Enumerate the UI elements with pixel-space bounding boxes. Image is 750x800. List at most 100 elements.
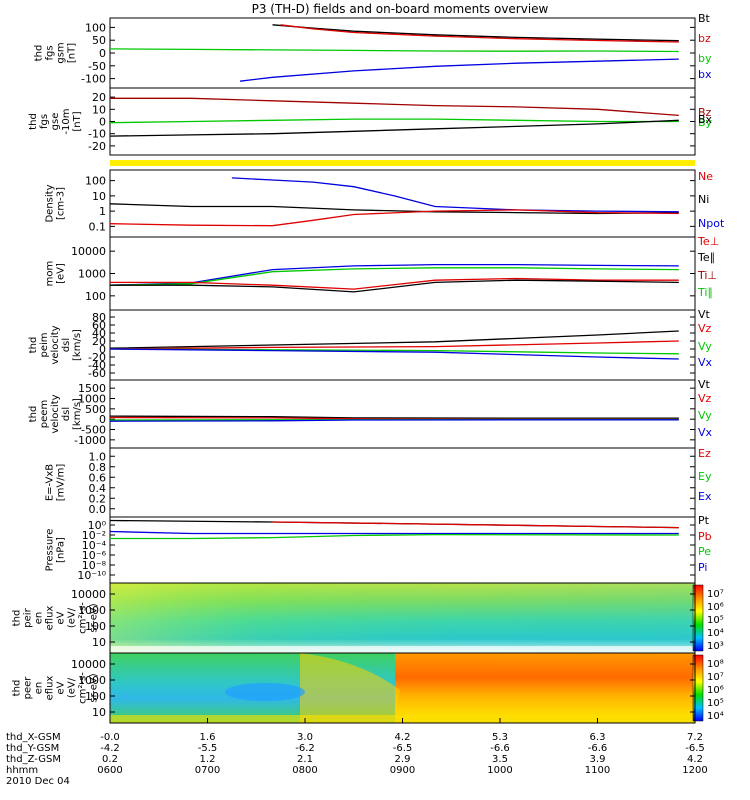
series-te⊥ (110, 277, 679, 290)
panel-frame (109, 169, 696, 238)
y-axis-label: en (34, 612, 45, 625)
y-tick-label: 1 (99, 205, 106, 218)
y-tick-label: 0.0 (89, 503, 107, 516)
xaxis-row-label: thd_Z-GSM (6, 754, 61, 765)
y-tick-label: 100 (85, 690, 106, 703)
panel-4: 10000 1000 100 mom [eV] Te⊥ Te∥ Ti⊥ Ti∥ (45, 235, 719, 311)
yellow-flag-bar (110, 160, 695, 166)
legend-pe: Pe (698, 545, 711, 558)
y-axis-label: fgs (45, 45, 56, 60)
xaxis-value: 0800 (292, 765, 317, 776)
colorbar-label: 10⁸ (707, 659, 724, 670)
ion-spectrogram (110, 583, 695, 653)
series-vt (109, 330, 679, 349)
y-axis-label: en (34, 682, 45, 695)
legend-vz: Vz (698, 322, 712, 335)
legend-bx: Bx (698, 113, 713, 126)
y-axis-label: thd (12, 610, 23, 627)
y-axis-label: velocity (50, 394, 61, 433)
series-vz (109, 340, 679, 350)
xaxis-value: 1100 (585, 765, 610, 776)
legend-pt: Pt (698, 514, 710, 527)
xaxis-value: 0900 (390, 765, 415, 776)
legend-ez: Ez (698, 447, 711, 460)
y-axis-label: thd (12, 680, 23, 697)
panel-frame (109, 447, 696, 518)
series-by (109, 118, 679, 124)
xaxis-value: -5.5 (198, 743, 218, 754)
colorbar-label: 10⁵ (707, 615, 724, 626)
xaxis-value: 0600 (97, 765, 122, 776)
y-axis-label: sr-eV) (89, 673, 100, 702)
y-tick-label: 0.2 (89, 492, 107, 505)
colorbar-label: 10⁵ (707, 698, 724, 709)
y-tick-label: 10⁻² (82, 529, 106, 542)
y-axis-label: Density (45, 184, 56, 222)
y-tick-label: -50 (88, 60, 106, 73)
xaxis-value: 7.2 (687, 732, 703, 743)
y-tick-label: 1000 (78, 604, 106, 617)
y-axis-label: velocity (50, 325, 61, 364)
y-tick-label: 100 (85, 620, 106, 633)
legend-npot: Npot (698, 217, 725, 230)
colorbar-label: 10⁶ (707, 602, 724, 613)
legend-by: by (698, 52, 712, 65)
panel-frame (109, 17, 696, 89)
xaxis-value: -6.6 (588, 743, 608, 754)
y-axis-label: dsl (61, 407, 72, 421)
y-tick-label: -100 (81, 73, 106, 86)
y-axis-label: cm²-s- (78, 672, 89, 704)
series-pi (109, 530, 679, 535)
xaxis-value: 4.2 (687, 754, 703, 765)
series-vx (109, 348, 679, 360)
series-npot (231, 177, 679, 213)
series-bz (110, 97, 679, 117)
xaxis-value: -4.2 (100, 743, 120, 754)
y-tick-label: 10⁻¹⁰ (77, 569, 106, 582)
xaxis-value: -6.5 (685, 743, 705, 754)
y-tick-label: 10000 (71, 588, 106, 601)
y-tick-label: -60 (88, 367, 106, 380)
series-bx (109, 119, 679, 137)
y-axis-label: [nT] (72, 111, 83, 131)
xaxis-value: 4.2 (395, 732, 411, 743)
y-axis-label: thd (34, 45, 45, 62)
y-tick-label: 40 (92, 327, 106, 340)
y-axis-label: [cm-3] (56, 187, 67, 220)
y-tick-label: 0 (99, 116, 106, 129)
y-tick-label: -1000 (74, 434, 106, 447)
series-bx (239, 58, 679, 82)
y-tick-label: 0 (99, 47, 106, 60)
series-vt (109, 415, 679, 419)
y-axis-label: gse (50, 113, 61, 131)
legend-pi: Pi (698, 561, 707, 574)
colorbar-electron (692, 654, 704, 722)
y-axis-label: [km/s] (72, 398, 83, 430)
electron-spectrogram (110, 653, 695, 723)
y-tick-label: 1000 (78, 268, 106, 281)
y-tick-label: 1000 (78, 674, 106, 687)
series-vx (109, 419, 679, 422)
y-tick-label: 1000 (78, 393, 106, 406)
y-axis-label: thd (28, 113, 39, 130)
xaxis-value: 3.9 (590, 754, 606, 765)
panel-3: 100 10 1 0.1 Density [cm-3] Ne Ni Npot (45, 169, 725, 238)
y-axis-label: thd (28, 406, 39, 423)
y-axis-label: cm²-s- (78, 602, 89, 634)
y-tick-label: -10 (88, 128, 106, 141)
y-axis-label: thd (28, 337, 39, 354)
legend-vz: Vz (698, 392, 712, 405)
xaxis-value: 3.0 (297, 732, 313, 743)
legend-bz: Bz (698, 106, 712, 119)
legend-te⊥: Te⊥ (697, 235, 719, 248)
y-tick-label: 10⁻⁴ (82, 539, 107, 552)
xaxis-value: -0.0 (100, 732, 120, 743)
y-tick-label: -20 (88, 140, 106, 153)
panel-9: 10000 1000 100 10 thd peir en eflux eV (eV/cm²-s-… (12, 582, 724, 654)
y-tick-label: 10000 (71, 245, 106, 258)
y-tick-label: 10 (92, 190, 106, 203)
